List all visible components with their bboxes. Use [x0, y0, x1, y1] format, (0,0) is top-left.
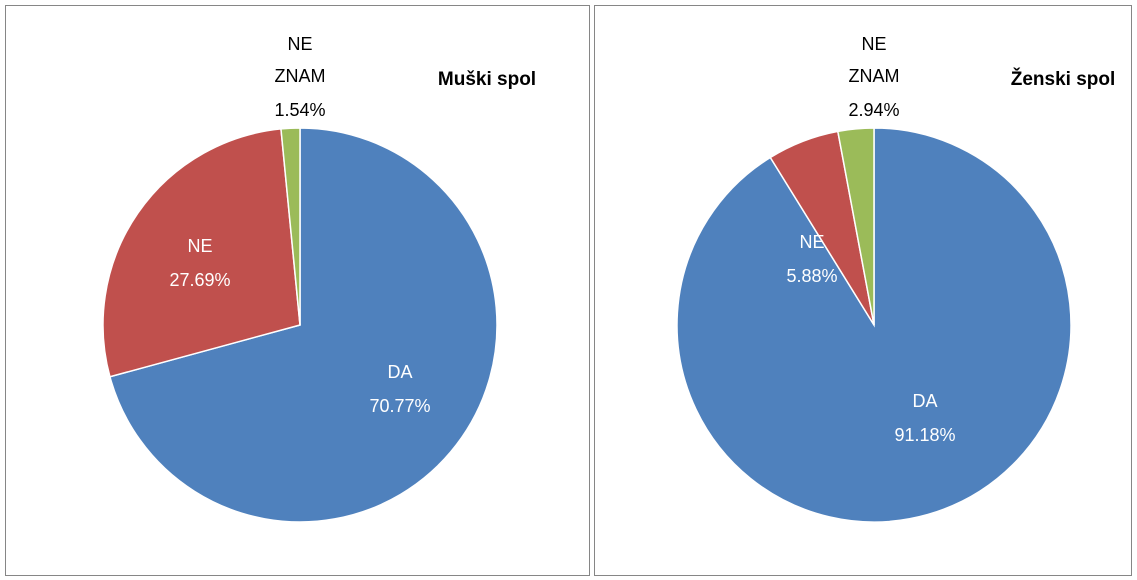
slice-category: DA	[912, 391, 937, 411]
slice-value-label: 27.69%	[169, 270, 230, 290]
pie-slice	[836, 127, 875, 326]
slice-category: NE ZNAM	[849, 34, 900, 86]
slice-category: DA	[387, 362, 412, 382]
slice-value-label: 70.77%	[369, 396, 430, 416]
slice-value-label: 91.18%	[894, 425, 955, 445]
slice-value-label: 1.54%	[274, 100, 325, 120]
category-line: NE	[287, 34, 312, 54]
slice-category: NE	[187, 236, 212, 256]
slice-category: NE ZNAM	[275, 34, 326, 86]
pie-slice	[280, 127, 301, 326]
category-line: NE	[799, 232, 824, 252]
chart-title: Muški spol	[438, 69, 536, 90]
category-line: ZNAM	[849, 66, 900, 86]
category-line: NE	[861, 34, 886, 54]
category-line: DA	[912, 391, 937, 411]
category-line: DA	[387, 362, 412, 382]
pie-slice	[108, 127, 498, 523]
category-line: ZNAM	[275, 66, 326, 86]
chart-title: Ženski spol	[1011, 68, 1116, 90]
category-line: NE	[187, 236, 212, 256]
slice-value-label: 5.88%	[786, 266, 837, 286]
pie-slice	[102, 128, 301, 378]
slice-category: NE	[799, 232, 824, 252]
slice-value-label: 2.94%	[848, 100, 899, 120]
